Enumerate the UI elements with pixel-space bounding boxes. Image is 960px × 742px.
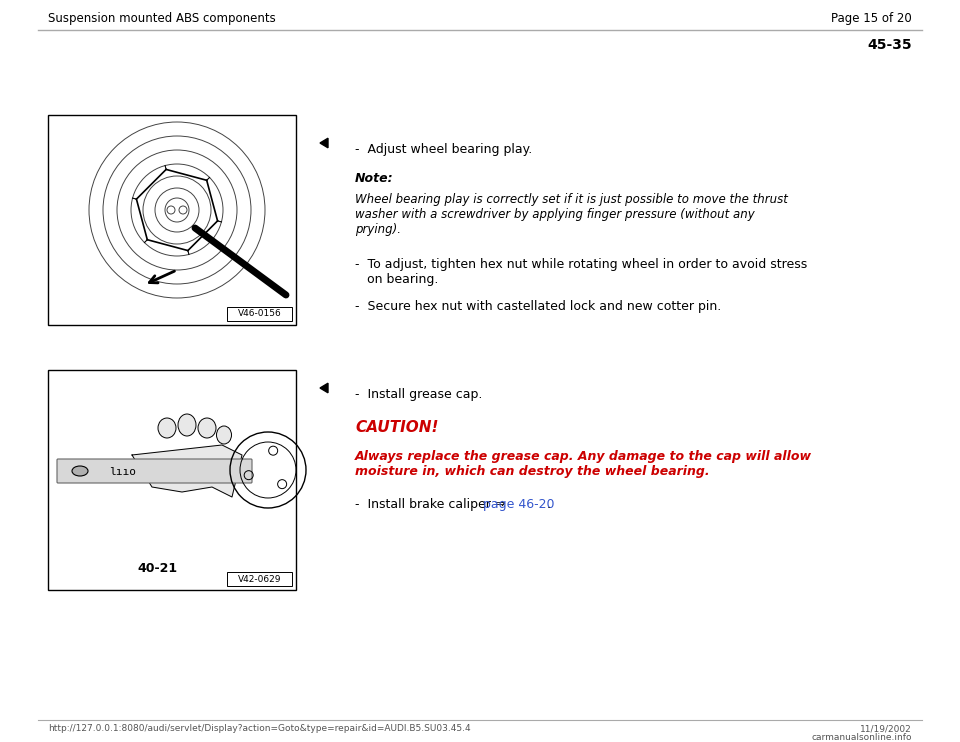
Text: carmanualsonline.info: carmanualsonline.info: [811, 733, 912, 742]
Text: 11/19/2002: 11/19/2002: [860, 724, 912, 733]
Text: Note:: Note:: [355, 172, 394, 185]
Text: Always replace the grease cap. Any damage to the cap will allow: Always replace the grease cap. Any damag…: [355, 450, 812, 463]
Bar: [48, 115, 296, 325]
Text: -  Install brake caliper ⇒: - Install brake caliper ⇒: [355, 498, 510, 511]
Text: page 46-20: page 46-20: [483, 498, 555, 511]
Text: .: .: [543, 498, 551, 511]
Text: Wheel bearing play is correctly set if it is just possible to move the thrust: Wheel bearing play is correctly set if i…: [355, 193, 788, 206]
Ellipse shape: [198, 418, 216, 438]
Polygon shape: [320, 383, 328, 393]
Text: CAUTION!: CAUTION!: [355, 420, 439, 435]
Text: prying).: prying).: [355, 223, 401, 236]
Text: -  To adjust, tighten hex nut while rotating wheel in order to avoid stress: - To adjust, tighten hex nut while rotat…: [355, 258, 807, 271]
Text: washer with a screwdriver by applying finger pressure (without any: washer with a screwdriver by applying fi…: [355, 208, 755, 221]
Bar: [48, 370, 296, 590]
Text: Page 15 of 20: Page 15 of 20: [831, 12, 912, 25]
Text: -  Adjust wheel bearing play.: - Adjust wheel bearing play.: [355, 143, 532, 156]
Ellipse shape: [217, 426, 231, 444]
Text: 40-21: 40-21: [137, 562, 177, 575]
Bar: [227, 572, 292, 586]
Text: lııo: lııo: [109, 467, 136, 477]
Ellipse shape: [72, 466, 88, 476]
Text: -  Secure hex nut with castellated lock and new cotter pin.: - Secure hex nut with castellated lock a…: [355, 300, 721, 313]
Text: Suspension mounted ABS components: Suspension mounted ABS components: [48, 12, 276, 25]
Text: on bearing.: on bearing.: [355, 273, 439, 286]
Text: V46-0156: V46-0156: [238, 309, 281, 318]
Text: 45-35: 45-35: [868, 38, 912, 52]
Text: V42-0629: V42-0629: [238, 574, 281, 583]
Text: moisture in, which can destroy the wheel bearing.: moisture in, which can destroy the wheel…: [355, 465, 709, 478]
Bar: [227, 307, 292, 321]
Text: -  Install grease cap.: - Install grease cap.: [355, 388, 482, 401]
Polygon shape: [132, 445, 242, 497]
Text: http://127.0.0.1:8080/audi/servlet/Display?action=Goto&type=repair&id=AUDI.B5.SU: http://127.0.0.1:8080/audi/servlet/Displ…: [48, 724, 470, 733]
Polygon shape: [320, 138, 328, 148]
Ellipse shape: [178, 414, 196, 436]
Ellipse shape: [158, 418, 176, 438]
FancyBboxPatch shape: [57, 459, 252, 483]
